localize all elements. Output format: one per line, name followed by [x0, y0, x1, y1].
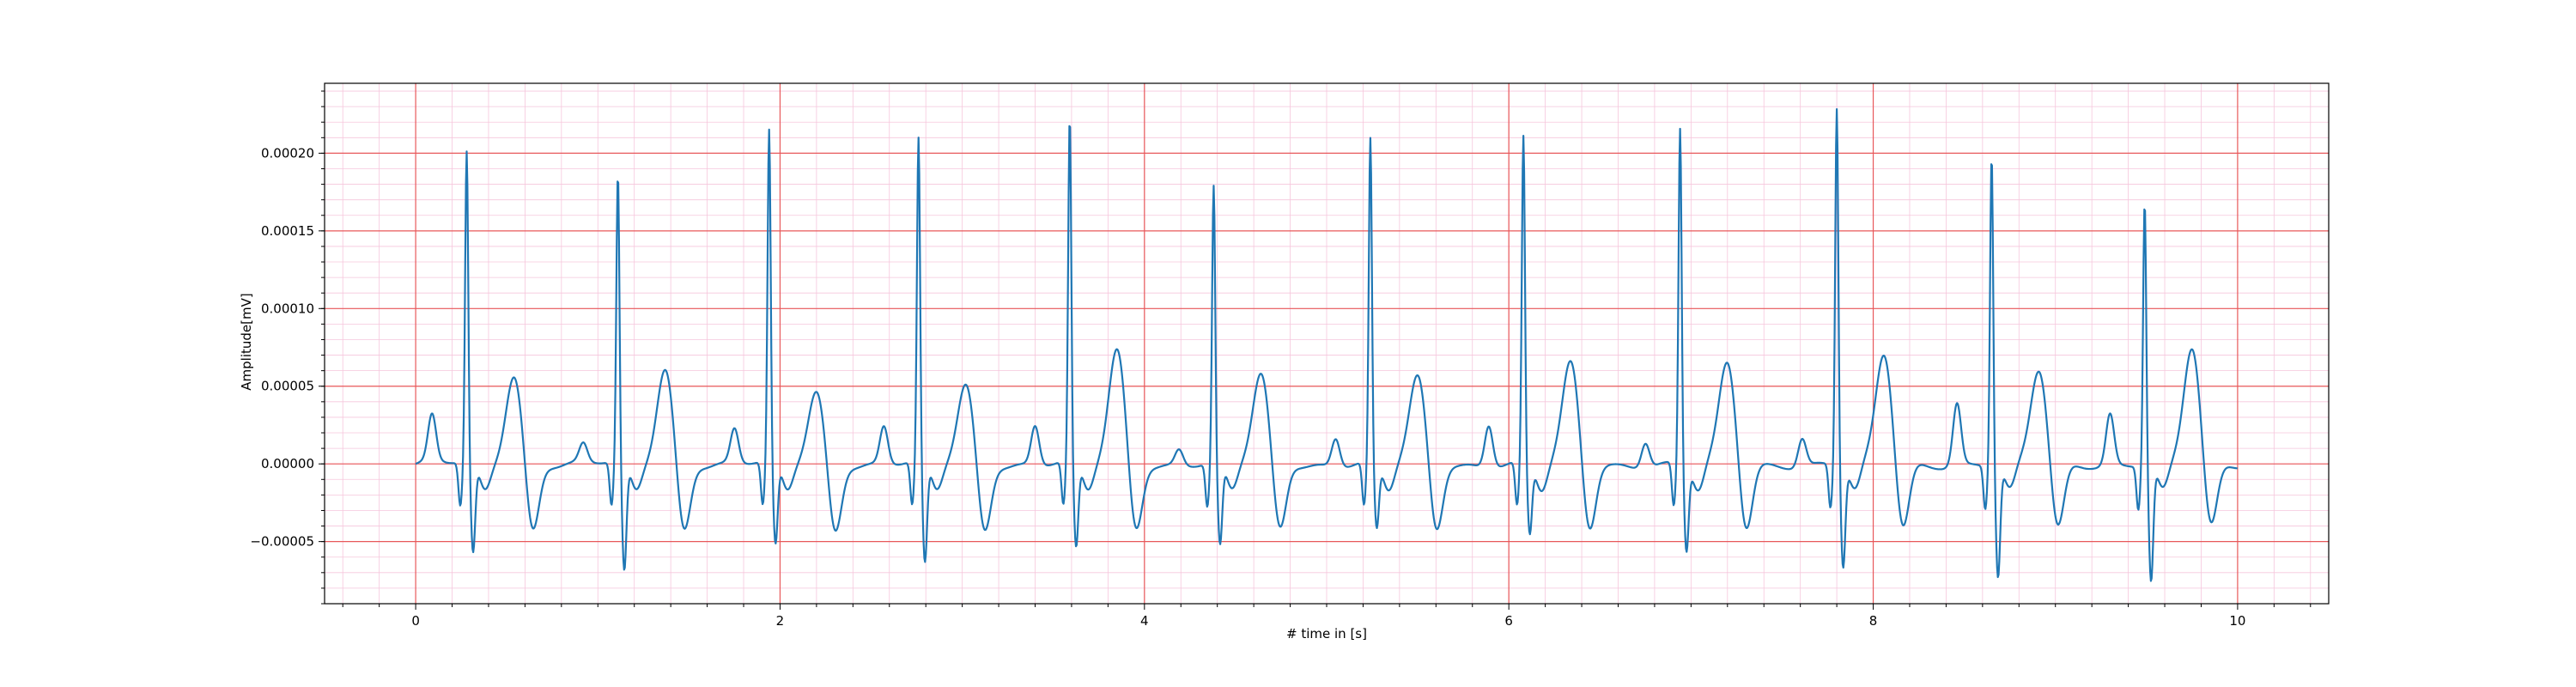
x-tick-label: 10 [2229, 613, 2245, 629]
y-tick-label: 0.00015 [261, 223, 314, 239]
y-tick-label: 0.00020 [261, 145, 314, 161]
y-axis-label: Amplitude[mV] [239, 293, 254, 390]
x-tick-label: 2 [776, 613, 785, 629]
y-tick-label: 0.00010 [261, 301, 314, 316]
y-tick-label: 0.00000 [261, 456, 314, 471]
y-axis-ticks: −0.00005 0.00000 0.00005 0.00010 0.00015 0.00… [250, 90, 325, 605]
minor-grid [325, 83, 2329, 605]
y-tick-label: 0.00005 [261, 379, 314, 394]
x-axis-label: # time in [s] [1286, 626, 1367, 641]
y-tick-label: −0.00005 [250, 534, 314, 550]
x-tick-label: 8 [1869, 613, 1878, 629]
x-tick-label: 6 [1504, 613, 1513, 629]
x-tick-label: 4 [1140, 613, 1149, 629]
x-tick-label: 0 [411, 613, 420, 629]
ecg-signal-line [415, 107, 2239, 582]
x-axis-ticks: 0 2 4 6 8 10 [342, 604, 2312, 629]
